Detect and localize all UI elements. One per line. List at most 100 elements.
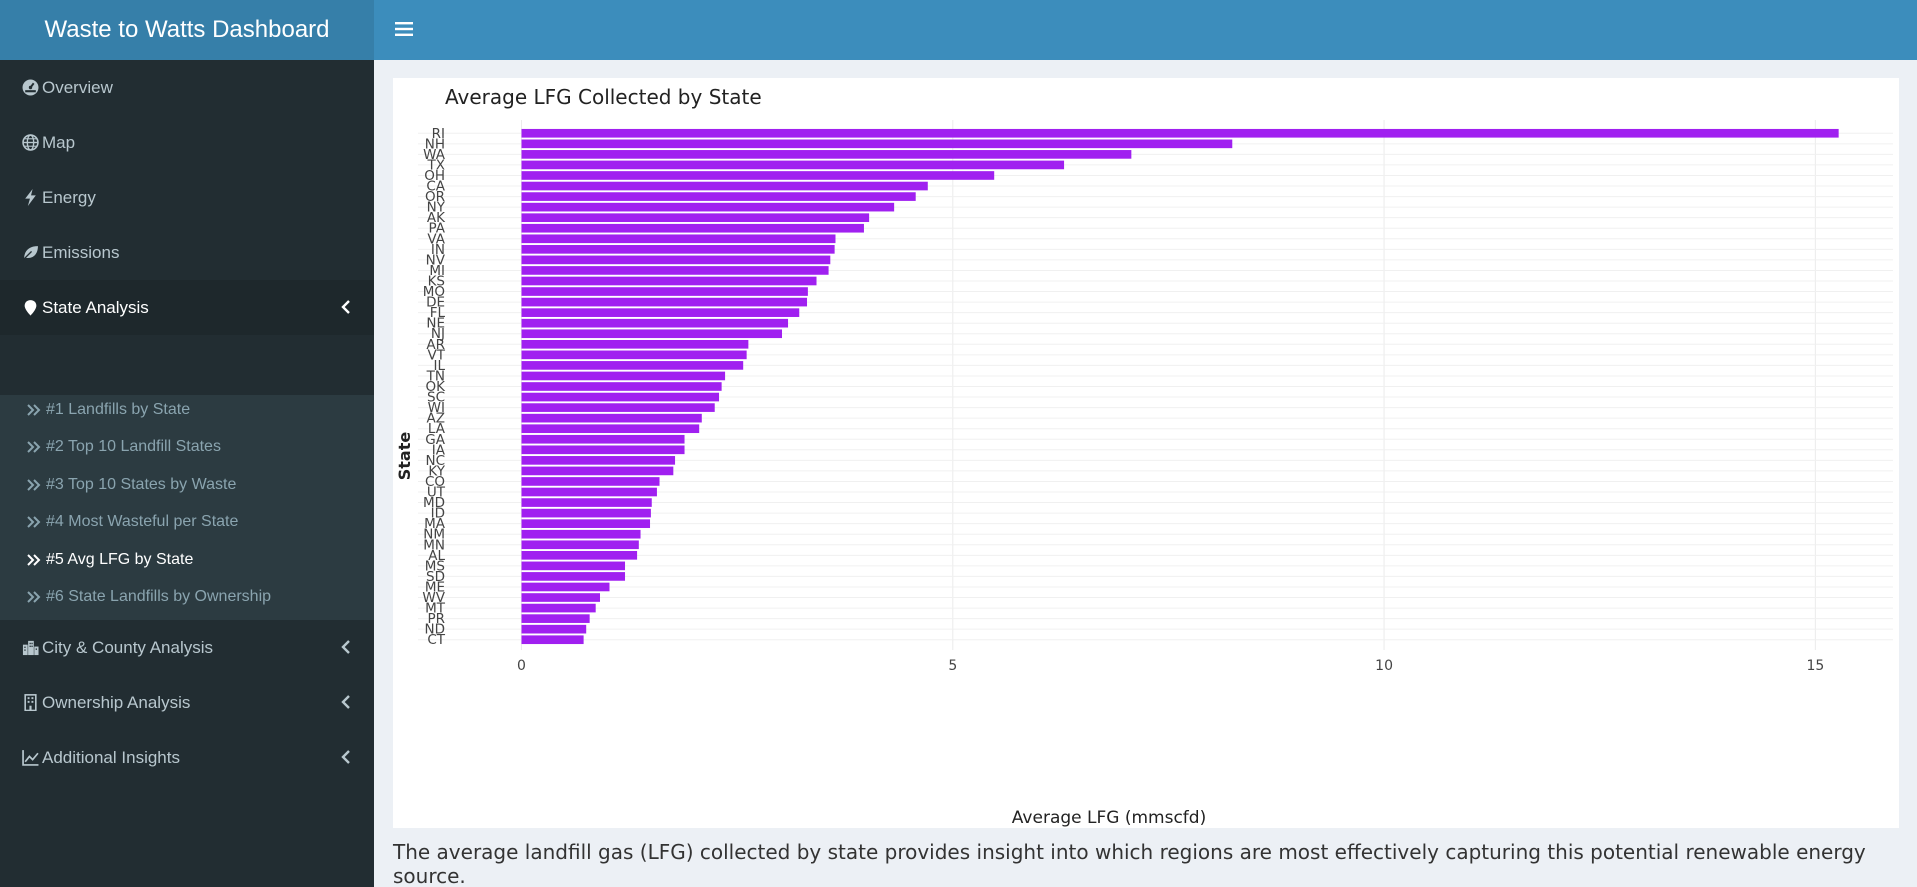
chevron-left-icon: [341, 750, 350, 764]
bar-wi: [521, 403, 715, 412]
chart-description: The average landfill gas (LFG) collected…: [393, 840, 1866, 887]
x-tick-label: 5: [948, 658, 957, 674]
y-tick-label: KS: [428, 273, 445, 289]
sidebar-item-map[interactable]: Map: [0, 115, 374, 170]
bar-nh: [521, 139, 1233, 149]
leaf-icon: [20, 244, 40, 262]
bar-ga: [521, 434, 685, 444]
bar-tn: [521, 371, 726, 381]
y-tick-label: MN: [423, 537, 445, 553]
bar-nd: [521, 624, 587, 634]
sidebar-item-additional-insights[interactable]: Additional Insights: [0, 730, 374, 785]
sidebar-item-emissions[interactable]: Emissions: [0, 225, 374, 280]
y-tick-label: OK: [426, 379, 447, 395]
double-chevron-right-icon: [26, 589, 44, 605]
submenu-item-state-landfills-by-ownership[interactable]: #6 State Landfills by Ownership: [0, 578, 374, 615]
bar-mi: [521, 266, 829, 275]
chevron-left-icon: [341, 300, 350, 314]
submenu-item-label: #6 State Landfills by Ownership: [46, 587, 272, 605]
sidebar-item-label: Energy: [42, 187, 96, 207]
y-tick-label: CT: [427, 632, 445, 648]
submenu-item-label: #1 Landfills by State: [46, 400, 191, 418]
y-tick-label: NY: [427, 200, 446, 216]
y-tick-label: WI: [428, 400, 445, 416]
y-tick-label: PR: [427, 611, 445, 627]
y-tick-label: ME: [425, 579, 445, 595]
bar-ks: [521, 276, 817, 286]
bar-la: [521, 424, 700, 434]
bar-ct: [521, 635, 584, 645]
sidebar-item-state-analysis[interactable]: State Analysis: [0, 280, 374, 335]
submenu-item-label: #4 Most Wasteful per State: [46, 512, 239, 530]
chart-box: Average LFG Collected by State RI NH WA TX O…: [393, 78, 1899, 828]
submenu-item-top-10-landfill-states[interactable]: #2 Top 10 Landfill States: [0, 428, 374, 465]
y-tick-label: SD: [426, 569, 445, 585]
bar-ny: [521, 202, 895, 212]
bar-ia: [521, 445, 685, 455]
sidebar-item-city-county-analysis[interactable]: City & County Analysis: [0, 620, 374, 675]
y-tick-label: NE: [426, 316, 445, 332]
y-tick-label: NV: [426, 252, 446, 268]
y-tick-label: ND: [425, 622, 446, 638]
top-navbar: [374, 0, 1917, 60]
chart-title: Average LFG Collected by State: [445, 85, 762, 109]
y-axis-title: State: [395, 432, 414, 481]
bar-nc: [521, 456, 676, 465]
y-tick-label: MT: [425, 601, 446, 617]
bar-or: [521, 192, 916, 201]
submenu-item-label: #3 Top 10 States by Waste: [46, 475, 237, 493]
y-tick-label: AL: [428, 548, 445, 564]
bar-ri: [521, 128, 1839, 138]
avg-lfg-bar-chart[interactable]: Average LFG Collected by State RINHWATXO…: [393, 78, 1899, 828]
bar-co: [521, 477, 660, 486]
bar-vt: [521, 350, 747, 360]
y-tick-label: WA: [423, 147, 446, 163]
hamburger-icon[interactable]: [392, 15, 416, 43]
map-marker-icon: [20, 299, 40, 317]
bar-me: [521, 582, 610, 592]
double-chevron-right-icon: [26, 477, 44, 493]
y-tick-label: AR: [426, 337, 445, 353]
bar-fl: [521, 308, 800, 317]
bar-nj: [521, 329, 783, 339]
sidebar: Overview Map Energy Emissions State Anal…: [0, 60, 374, 887]
y-tick-label: MI: [429, 263, 445, 279]
y-tick-label: CA: [426, 179, 445, 195]
y-tick-label: OR: [425, 189, 445, 205]
bar-sd: [521, 572, 626, 581]
app-logo-title[interactable]: Waste to Watts Dashboard: [0, 0, 374, 60]
y-tick-label: IA: [432, 442, 446, 458]
bar-ca: [521, 181, 928, 191]
chevron-left-icon: [341, 695, 350, 709]
sidebar-item-overview[interactable]: Overview: [0, 60, 374, 115]
sidebar-item-ownership-analysis[interactable]: Ownership Analysis: [0, 675, 374, 730]
y-tick-label: NC: [425, 453, 445, 469]
double-chevron-right-icon: [26, 439, 44, 455]
y-tick-label: ID: [431, 506, 445, 522]
bar-ut: [521, 487, 657, 497]
bar-wv: [521, 593, 601, 602]
y-tick-label: MO: [423, 284, 445, 300]
y-tick-label: CO: [425, 474, 445, 490]
bar-az: [521, 413, 702, 423]
double-chevron-right-icon: [26, 552, 44, 568]
x-tick-label: 15: [1806, 658, 1824, 674]
submenu-item-top-10-states-by-waste[interactable]: #3 Top 10 States by Waste: [0, 466, 374, 503]
y-tick-label: IN: [431, 242, 445, 258]
bar-mo: [521, 287, 808, 296]
submenu-item-label: #5 Avg LFG by State: [46, 550, 194, 568]
y-tick-label: AZ: [427, 411, 445, 427]
bar-ne: [521, 318, 789, 328]
globe-icon: [20, 134, 40, 152]
bar-va: [521, 234, 836, 244]
chevron-left-icon: [341, 640, 350, 654]
submenu-item-most-wasteful-per-state[interactable]: #4 Most Wasteful per State: [0, 503, 374, 540]
x-tick-label: 0: [517, 658, 526, 674]
submenu-item-landfills-by-state[interactable]: #1 Landfills by State: [0, 391, 374, 428]
submenu-item-avg-lfg-by-state[interactable]: #5 Avg LFG by State: [0, 541, 374, 578]
bar-mt: [521, 603, 596, 613]
sidebar-item-energy[interactable]: Energy: [0, 170, 374, 225]
sidebar-item-label: Map: [42, 132, 76, 152]
bar-in: [521, 245, 835, 254]
state-analysis-submenu: #1 Landfills by State #2 Top 10 Landfill…: [0, 395, 374, 620]
